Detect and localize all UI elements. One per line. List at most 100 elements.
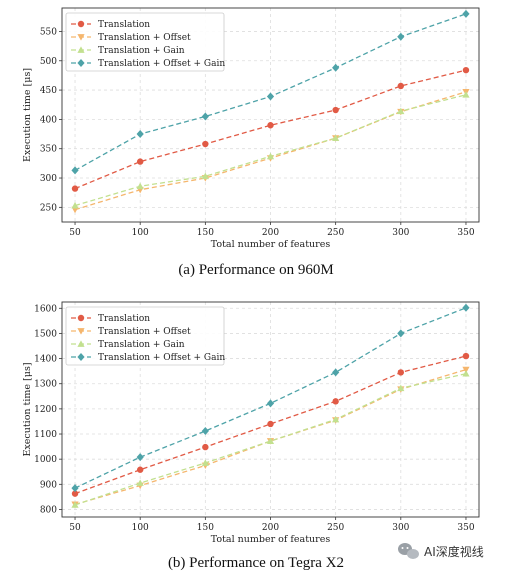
legend-label: Translation + Offset + Gain [98,353,225,363]
x-tick-label: 100 [132,523,149,533]
legend-marker [77,46,85,53]
legend-entry: Translation + Offset + Gain [71,59,225,69]
x-tick-label: 150 [197,228,214,238]
data-point [201,427,209,435]
data-point [397,369,405,376]
y-tick-label: 450 [40,86,57,96]
y-tick-label: 1600 [34,304,57,314]
data-point [332,63,340,72]
legend-box [65,12,225,72]
series-translation [71,66,470,192]
legend-entry: Translation [71,314,150,324]
data-point [332,106,339,114]
legend-marker [77,340,85,347]
y-axis-label: Execution time [μs] [22,362,33,456]
y-tick-label: 1500 [34,329,57,339]
y-tick-label: 350 [40,145,57,155]
data-point [71,501,79,508]
watermark: AI深度视线 [398,543,484,559]
x-tick-label: 250 [327,523,344,533]
legend-entry: Translation + Gain [71,340,185,350]
data-point [462,66,470,74]
data-point [266,399,275,408]
data-point [332,368,340,377]
x-tick-label: 50 [69,228,81,238]
series-translation [71,352,470,497]
y-tick-label: 1000 [34,455,57,465]
legend-label: Translation + Offset [98,33,191,43]
data-point [71,490,79,497]
data-point [267,122,274,129]
legend-box [65,306,225,366]
chart-a: 50 100 150 200 250 300 350 250 300 350 400 450 500 55… [22,7,480,250]
legend-marker [77,34,85,41]
legend-marker [77,353,85,361]
y-tick-label: 800 [40,505,57,515]
data-point [201,459,209,466]
plot-frame [61,301,480,518]
y-tick-label: 250 [40,203,57,213]
x-axis-label: Total number of features [211,534,331,545]
data-point [397,82,405,90]
wechat-icon [398,543,419,559]
x-tick-label: 250 [327,228,344,238]
data-point [266,92,275,101]
legend-label: Translation + Offset + Gain [98,59,225,69]
data-point [462,9,470,18]
data-point [202,140,209,148]
data-point [397,329,405,338]
legend-entry: Translation [71,20,150,30]
y-tick-label: 1200 [34,405,57,415]
y-tick-label: 400 [40,115,57,125]
legend-marker [77,328,85,335]
data-point [462,352,470,360]
data-point [136,182,144,190]
x-tick-label: 350 [457,228,474,238]
data-point [462,366,470,374]
y-tick-label: 500 [40,57,57,67]
data-point [71,185,79,192]
data-point [136,479,144,486]
x-tick-label: 100 [132,228,149,238]
data-point [332,398,339,405]
x-tick-label: 350 [457,523,474,533]
watermark-text: AI深度视线 [424,544,484,559]
data-point [462,370,470,377]
legend: Translation Translation + Offset Translati… [65,306,225,366]
x-tick-label: 200 [262,523,279,533]
data-point [201,112,209,121]
x-tick-label: 200 [262,228,279,238]
legend-label: Translation [98,20,150,30]
data-point [201,172,209,180]
legend-entry: Translation + Offset + Gain [71,353,225,363]
data-point [71,201,79,209]
caption-a: (a) Performance on 960M [178,262,333,278]
data-point [136,453,144,462]
legend-marker [77,59,85,67]
data-point [266,437,275,444]
y-tick-label: 550 [40,27,57,37]
legend-label: Translation [98,314,150,324]
data-point [136,130,144,139]
y-axis-label: Execution time [μs] [22,68,33,162]
series-offset-gain [71,303,470,493]
legend: Translation Translation + Offset Translati… [65,12,225,72]
y-tick-label: 1400 [34,355,57,365]
legend-entry: Translation + Gain [71,46,185,56]
legend-label: Translation + Gain [98,340,185,350]
data-point [71,484,79,493]
y-tick-label: 1300 [34,380,57,390]
x-axis-label: Total number of features [211,239,331,250]
data-point [397,107,405,115]
data-point [462,303,470,312]
series-gain [71,370,470,508]
y-tick-label: 1100 [34,430,57,440]
x-tick-label: 50 [69,523,81,533]
data-point [266,152,275,160]
y-tick-label: 900 [40,480,57,490]
legend-marker [77,20,85,28]
data-point [136,158,144,165]
y-tick-label: 300 [40,174,57,184]
plot-frame [61,7,480,223]
